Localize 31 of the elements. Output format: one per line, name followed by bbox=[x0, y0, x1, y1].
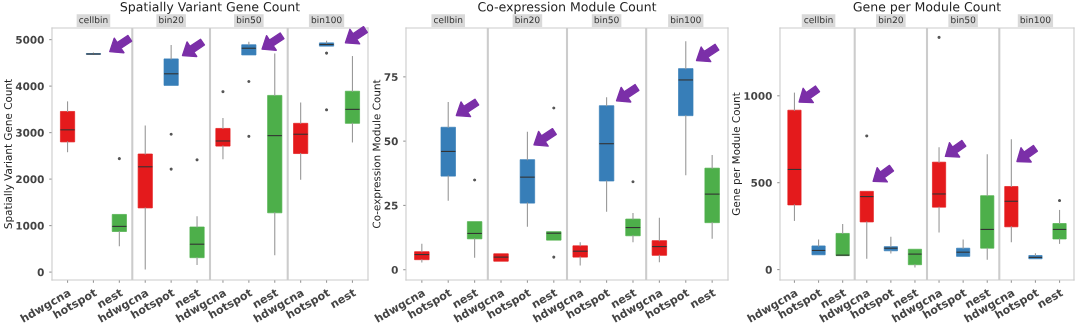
text: bin50 bbox=[951, 16, 976, 24]
text: bin20 bbox=[159, 16, 184, 24]
chart-title: Gene per Module Count bbox=[853, 1, 1001, 14]
y-axis-title: Spatially Variant Gene Count bbox=[3, 79, 14, 229]
text: cellbin bbox=[433, 16, 463, 24]
text: bin100 bbox=[311, 16, 342, 24]
chart-title: Spatially Variant Gene Count bbox=[120, 1, 300, 14]
y-tick-label: 3000 bbox=[16, 128, 44, 137]
text: bin20 bbox=[515, 16, 540, 24]
y-axis-title: Gene per Module Count bbox=[731, 92, 742, 216]
y-tick-label: 500 bbox=[751, 178, 772, 187]
y-tick-label: 1000 bbox=[16, 221, 44, 230]
text: cellbin bbox=[79, 16, 108, 24]
y-axis-title: Co-expression Module Count bbox=[372, 79, 383, 229]
text: bin100 bbox=[1020, 16, 1051, 24]
text: bin50 bbox=[594, 16, 619, 24]
y-tick-label: 0 bbox=[37, 268, 44, 277]
y-tick-label: 25 bbox=[384, 201, 398, 210]
y-tick-label: 0 bbox=[765, 265, 772, 274]
text: bin50 bbox=[236, 16, 261, 24]
y-tick-label: 50 bbox=[384, 137, 398, 146]
y-tick-label: 0 bbox=[391, 265, 398, 274]
text: bin20 bbox=[878, 16, 903, 24]
y-tick-label: 1000 bbox=[744, 92, 772, 100]
y-tick-label: 75 bbox=[384, 73, 398, 81]
y-tick-label: 5000 bbox=[16, 35, 44, 44]
text: bin100 bbox=[670, 16, 701, 24]
y-tick-label: 4000 bbox=[15, 82, 44, 91]
text: cellbin bbox=[804, 16, 833, 24]
y-tick-label: 2000 bbox=[16, 175, 44, 184]
chart-title: Co-expression Module Count bbox=[478, 1, 657, 14]
